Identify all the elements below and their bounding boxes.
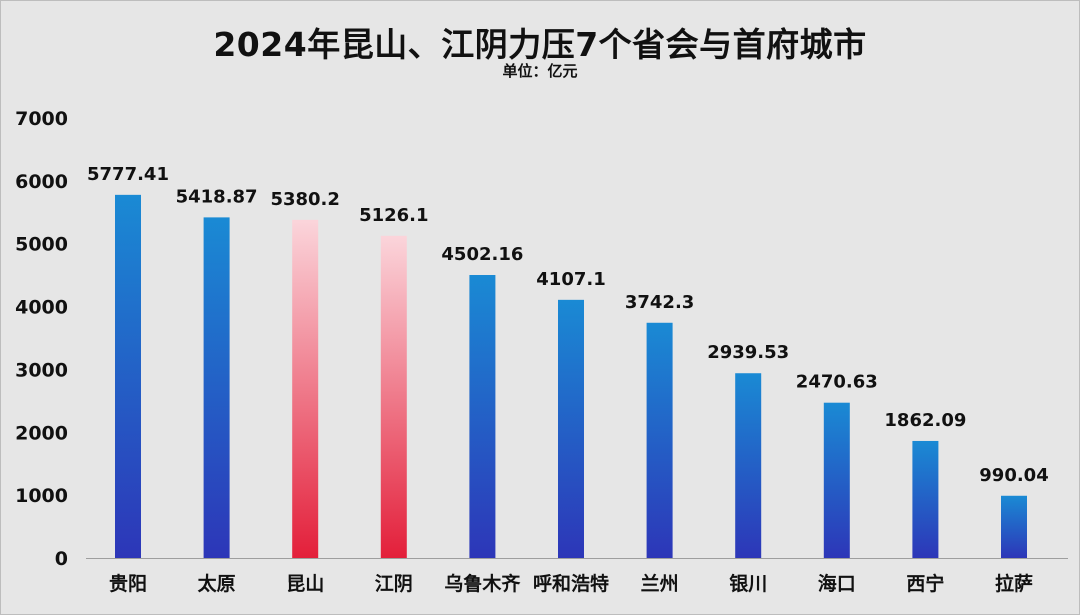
data-label: 2470.63 [796,372,878,393]
bar-6 [558,299,584,558]
y-axis-ticks: 0 1000 2000 3000 4000 5000 6000 7000 [15,108,68,570]
x-axis-ticks: 贵阳 太原 昆山 江阴 乌鲁木齐 呼和浩特 兰州 银川 海口 西宁 拉萨 [109,572,1033,595]
x-tick-label: 银川 [729,572,767,595]
y-tick-label: 7000 [15,108,68,130]
y-tick-label: 4000 [15,297,68,319]
x-tick-label: 太原 [198,572,236,595]
data-label: 5380.2 [270,189,339,210]
x-tick-label: 拉萨 [995,572,1033,595]
y-tick-label: 3000 [15,359,68,381]
x-tick-label: 海口 [818,572,856,595]
data-label: 5777.41 [87,164,169,185]
y-tick-label: 1000 [15,485,68,507]
y-tick-label: 2000 [15,422,68,444]
bar-5 [469,275,496,558]
chart-title: 2024年昆山、江阴力压7个省会与首府城市 [213,25,867,64]
data-label: 5126.1 [359,205,428,226]
data-label: 4502.16 [441,244,523,265]
bar-9 [823,402,850,558]
data-label: 4107.1 [536,269,605,290]
bars-group [115,194,1027,559]
x-tick-label: 呼和浩特 [533,572,609,595]
x-tick-label: 江阴 [375,573,413,595]
bar-10 [912,440,939,558]
data-label: 5418.87 [176,186,258,207]
bar-8 [735,373,762,558]
data-label: 3742.3 [625,292,694,313]
x-tick-label: 昆山 [286,573,324,595]
chart-subtitle: 单位：亿元 [502,62,578,80]
data-label: 1862.09 [884,410,966,431]
data-label: 2939.53 [707,342,789,363]
bar-1 [115,194,141,558]
bar-3 [292,219,319,559]
y-tick-label: 0 [55,548,68,570]
y-tick-label: 6000 [15,171,68,193]
y-tick-label: 5000 [15,234,68,256]
data-label: 990.04 [979,465,1048,486]
bar-4 [380,235,407,558]
bar-11 [1001,495,1027,558]
bar-2 [203,217,230,558]
x-tick-label: 兰州 [641,572,679,595]
data-labels-group: 5777.41 5418.87 5380.2 5126.1 4502.16 4107.1 3… [87,164,1049,486]
x-tick-label: 乌鲁木齐 [444,572,521,595]
x-tick-label: 西宁 [906,572,944,595]
bar-7 [646,322,673,558]
x-tick-label: 贵阳 [109,573,147,595]
